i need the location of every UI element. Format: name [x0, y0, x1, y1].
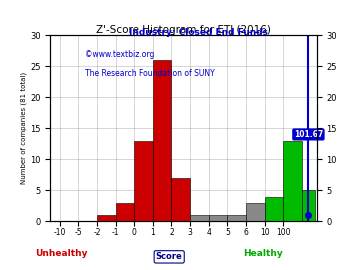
Text: Score: Score [156, 252, 183, 261]
Text: Unhealthy: Unhealthy [35, 249, 87, 258]
Y-axis label: Number of companies (81 total): Number of companies (81 total) [21, 72, 27, 184]
Text: Healthy: Healthy [243, 249, 283, 258]
Text: ©www.textbiz.org: ©www.textbiz.org [85, 50, 154, 59]
Bar [171, 178, 190, 221]
Bar [228, 215, 246, 221]
Bar [246, 203, 265, 221]
Bar [153, 60, 171, 221]
Bar [302, 190, 315, 221]
Bar [116, 203, 134, 221]
Text: The Research Foundation of SUNY: The Research Foundation of SUNY [85, 69, 215, 78]
Title: Z'-Score Histogram for ETJ (2016): Z'-Score Histogram for ETJ (2016) [96, 25, 271, 35]
Bar [97, 215, 116, 221]
Bar [134, 141, 153, 221]
Text: Industry: Closed End Funds: Industry: Closed End Funds [129, 28, 267, 37]
Bar [265, 197, 283, 221]
Bar [209, 215, 228, 221]
Bar [190, 215, 209, 221]
Bar [283, 141, 302, 221]
Text: 101.67: 101.67 [294, 130, 323, 139]
